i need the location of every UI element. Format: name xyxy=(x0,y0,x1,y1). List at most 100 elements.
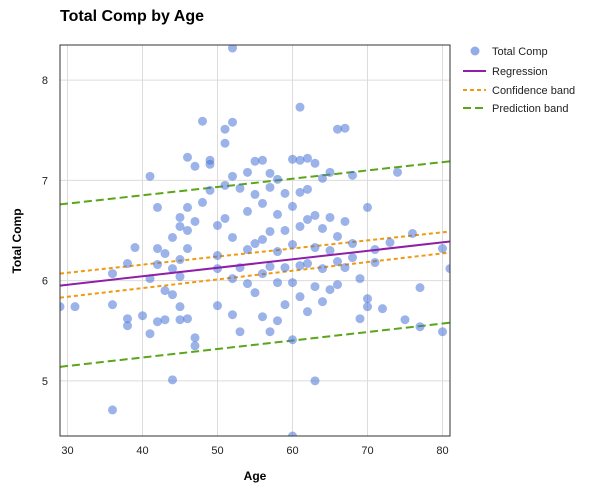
data-point xyxy=(183,152,192,162)
data-point xyxy=(333,124,342,134)
y-axis-label: Total Comp xyxy=(10,208,24,273)
data-point xyxy=(190,161,200,171)
data-point xyxy=(228,310,237,320)
y-tick-label: 5 xyxy=(42,376,48,388)
data-point xyxy=(258,198,267,208)
data-point xyxy=(228,117,237,127)
legend-label-total-comp: Total Comp xyxy=(492,46,548,58)
data-point xyxy=(265,262,275,272)
data-point xyxy=(228,45,237,53)
data-point xyxy=(295,155,305,165)
data-point xyxy=(190,341,200,351)
data-point xyxy=(303,184,312,194)
data-point xyxy=(183,202,192,212)
y-tick-label: 8 xyxy=(42,75,48,87)
data-point xyxy=(340,216,350,226)
data-points xyxy=(60,45,450,436)
data-point xyxy=(303,153,312,163)
data-point xyxy=(363,294,372,304)
data-point xyxy=(265,168,275,178)
data-point xyxy=(213,301,222,311)
data-point xyxy=(438,327,447,337)
legend: Total Comp Regression Confidence band Pr… xyxy=(463,46,575,115)
x-tick-label: 80 xyxy=(436,445,448,457)
data-point xyxy=(175,272,185,282)
data-point xyxy=(310,376,320,386)
data-point xyxy=(145,171,155,181)
data-point xyxy=(220,138,230,148)
data-point xyxy=(280,300,290,310)
data-point xyxy=(153,202,162,212)
data-point xyxy=(325,167,335,177)
data-point xyxy=(273,209,282,219)
data-point xyxy=(438,244,447,254)
data-point xyxy=(250,239,260,249)
data-point xyxy=(340,263,350,273)
data-point xyxy=(348,239,357,249)
legend-label-prediction: Prediction band xyxy=(492,103,568,115)
data-point xyxy=(340,123,350,133)
data-point xyxy=(325,246,335,256)
data-point xyxy=(378,304,387,314)
data-point xyxy=(175,221,185,231)
data-point xyxy=(175,302,185,312)
legend-label-confidence: Confidence band xyxy=(492,85,575,97)
data-point xyxy=(205,159,215,169)
data-point xyxy=(408,228,417,238)
data-point xyxy=(280,188,290,198)
x-tick-label: 40 xyxy=(136,445,148,457)
data-point xyxy=(175,255,185,265)
prediction-band-lower xyxy=(60,321,450,368)
data-point xyxy=(243,245,252,255)
data-point xyxy=(220,124,230,134)
data-point xyxy=(288,278,297,288)
regression-line xyxy=(60,240,450,287)
x-tick-label: 50 xyxy=(211,445,223,457)
data-point xyxy=(303,259,312,269)
x-axis-label: Age xyxy=(244,469,267,483)
data-point xyxy=(243,279,252,289)
data-point xyxy=(250,189,260,199)
data-point xyxy=(183,314,192,324)
data-point xyxy=(303,307,312,317)
data-point xyxy=(235,183,245,193)
data-point xyxy=(228,274,237,284)
data-point xyxy=(168,290,177,300)
data-point xyxy=(288,240,297,250)
data-point xyxy=(198,197,207,207)
data-point xyxy=(295,261,305,271)
data-point xyxy=(355,314,365,324)
data-point xyxy=(273,247,282,257)
data-point xyxy=(288,335,297,345)
data-point xyxy=(348,253,357,263)
data-point xyxy=(190,216,200,226)
data-point xyxy=(318,264,327,274)
data-point xyxy=(288,201,297,211)
data-point xyxy=(265,327,275,337)
data-point xyxy=(123,314,132,324)
data-point xyxy=(295,292,305,302)
data-point xyxy=(318,173,327,183)
data-point xyxy=(333,257,342,267)
data-point xyxy=(355,274,365,284)
data-point xyxy=(318,297,327,307)
data-point xyxy=(70,302,80,312)
data-point xyxy=(213,251,222,261)
data-point xyxy=(235,327,245,337)
data-point xyxy=(228,232,237,242)
data-point xyxy=(183,225,192,235)
data-point xyxy=(288,431,297,436)
tick-labels: 30 40 50 60 70 80 5 6 7 8 xyxy=(42,75,449,457)
data-point xyxy=(153,244,162,254)
data-point xyxy=(183,244,192,254)
data-point xyxy=(295,102,305,112)
data-point xyxy=(348,170,357,180)
data-point xyxy=(400,315,410,325)
data-point xyxy=(243,167,252,177)
data-point xyxy=(273,278,282,288)
data-point xyxy=(415,322,425,332)
prediction-band-upper xyxy=(60,160,450,206)
data-point xyxy=(265,182,275,192)
data-point xyxy=(385,238,395,248)
data-point xyxy=(168,264,177,274)
